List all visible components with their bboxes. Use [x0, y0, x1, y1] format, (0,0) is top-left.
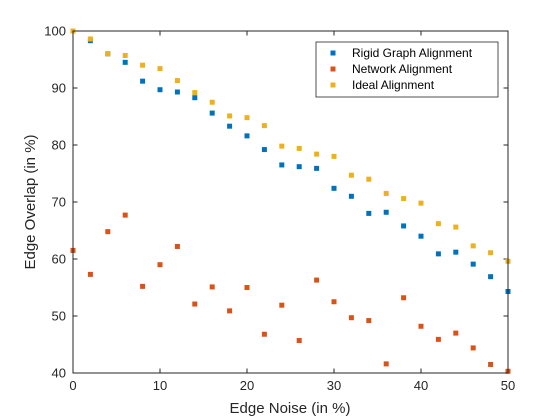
point-network-alignment — [227, 308, 233, 314]
point-ideal-alignment — [157, 66, 163, 72]
point-ideal-alignment — [453, 224, 459, 230]
point-rigid-graph-alignment — [227, 123, 233, 129]
point-network-alignment — [192, 301, 198, 307]
point-rigid-graph-alignment — [174, 89, 180, 95]
x-tick-label: 40 — [414, 378, 428, 393]
point-network-alignment — [383, 361, 389, 367]
legend-marker-network-alignment — [330, 66, 336, 72]
point-rigid-graph-alignment — [244, 133, 250, 139]
point-network-alignment — [470, 345, 476, 351]
x-tick-label: 10 — [153, 378, 167, 393]
point-rigid-graph-alignment — [279, 162, 285, 168]
point-rigid-graph-alignment — [435, 251, 441, 257]
tick-labels-layer: 0 10 20 30 40 50 40 50 60 70 80 90 100 — [44, 24, 515, 394]
legend-marker-ideal-alignment — [330, 82, 336, 88]
legend-label-rigid-graph-alignment: Rigid Graph Alignment — [352, 46, 473, 60]
point-rigid-graph-alignment — [488, 274, 494, 280]
x-tick-label: 30 — [327, 378, 341, 393]
point-ideal-alignment — [122, 53, 128, 59]
point-ideal-alignment — [314, 151, 320, 157]
point-rigid-graph-alignment — [209, 110, 215, 116]
legend-box — [315, 41, 499, 98]
legend: Rigid Graph Alignment Network Alignment … — [315, 41, 499, 98]
y-tick-label: 100 — [44, 24, 66, 39]
legend-marker-rigid-graph-alignment — [330, 50, 336, 56]
point-ideal-alignment — [488, 250, 494, 256]
point-ideal-alignment — [105, 51, 111, 57]
point-network-alignment — [87, 271, 93, 277]
point-network-alignment — [174, 243, 180, 249]
point-network-alignment — [296, 338, 302, 344]
point-rigid-graph-alignment — [140, 78, 146, 84]
point-network-alignment — [435, 336, 441, 342]
point-ideal-alignment — [348, 172, 354, 178]
point-ideal-alignment — [209, 99, 215, 105]
point-network-alignment — [244, 285, 250, 290]
point-ideal-alignment — [418, 200, 424, 206]
point-rigid-graph-alignment — [418, 233, 424, 239]
point-ideal-alignment — [296, 145, 302, 151]
point-rigid-graph-alignment — [470, 261, 476, 267]
point-rigid-graph-alignment — [383, 209, 389, 215]
y-tick-label: 50 — [52, 309, 66, 324]
point-network-alignment — [331, 299, 337, 305]
point-rigid-graph-alignment — [192, 95, 198, 101]
x-tick-label: 20 — [240, 378, 254, 393]
x-axis-label: Edge Noise (in %) — [230, 400, 351, 417]
y-tick-label: 40 — [52, 366, 66, 381]
point-network-alignment — [140, 283, 146, 289]
point-ideal-alignment — [140, 62, 146, 68]
point-ideal-alignment — [383, 190, 389, 196]
point-rigid-graph-alignment — [122, 59, 128, 65]
point-rigid-graph-alignment — [366, 210, 372, 216]
y-tick-label: 70 — [52, 195, 66, 210]
point-network-alignment — [453, 330, 459, 336]
y-axis-label: Edge Overlap (in %) — [22, 134, 39, 269]
plot-frame — [72, 30, 509, 374]
point-network-alignment — [314, 277, 320, 283]
point-ideal-alignment — [192, 90, 198, 96]
point-rigid-graph-alignment — [296, 164, 302, 170]
point-rigid-graph-alignment — [261, 147, 267, 153]
point-network-alignment — [366, 318, 372, 324]
point-network-alignment — [157, 262, 163, 268]
x-tick-label: 0 — [69, 378, 76, 393]
point-network-alignment — [105, 229, 111, 235]
x-tick-label: 50 — [501, 378, 515, 393]
point-network-alignment — [122, 212, 128, 218]
y-tick-label: 80 — [52, 138, 66, 153]
point-rigid-graph-alignment — [348, 193, 354, 199]
point-ideal-alignment — [174, 78, 180, 84]
point-network-alignment — [348, 315, 354, 321]
point-ideal-alignment — [261, 123, 267, 129]
point-network-alignment — [418, 323, 424, 329]
point-rigid-graph-alignment — [401, 223, 407, 229]
point-network-alignment — [209, 284, 215, 290]
point-rigid-graph-alignment — [453, 249, 459, 255]
point-ideal-alignment — [227, 113, 233, 119]
y-tick-label: 60 — [52, 252, 66, 267]
point-ideal-alignment — [470, 243, 476, 249]
legend-label-ideal-alignment: Ideal Alignment — [352, 78, 435, 92]
point-rigid-graph-alignment — [314, 165, 320, 171]
point-rigid-graph-alignment — [157, 87, 163, 93]
y-tick-label: 90 — [52, 81, 66, 96]
point-ideal-alignment — [244, 115, 250, 121]
legend-label-network-alignment: Network Alignment — [352, 62, 453, 76]
point-network-alignment — [488, 361, 494, 367]
point-network-alignment — [401, 295, 407, 301]
point-rigid-graph-alignment — [331, 185, 337, 191]
point-ideal-alignment — [279, 143, 285, 149]
point-network-alignment — [261, 331, 267, 337]
point-ideal-alignment — [401, 196, 407, 202]
point-ideal-alignment — [366, 176, 372, 182]
point-ideal-alignment — [87, 36, 93, 42]
point-network-alignment — [279, 302, 285, 308]
point-ideal-alignment — [435, 221, 441, 227]
point-ideal-alignment — [331, 153, 337, 159]
